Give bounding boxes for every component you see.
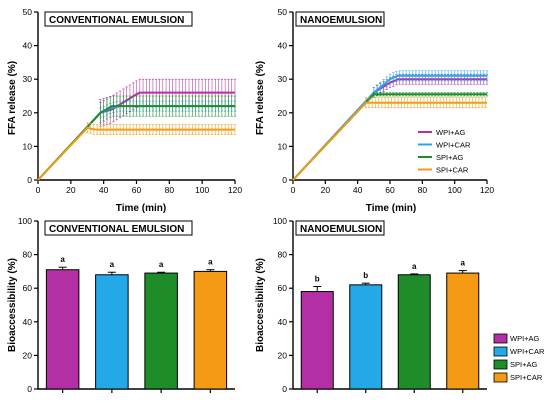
- x-tick-label: 100: [448, 185, 462, 195]
- y-tick-label: 10: [23, 141, 33, 151]
- x-tick-label: 20: [66, 185, 76, 195]
- conventional-bioaccessibility-chart: CONVENTIONAL EMULSION Bioaccessibility (…: [7, 216, 235, 394]
- x-tick-label: 120: [228, 185, 242, 195]
- conventional-ffa-chart: CONVENTIONAL EMULSION FFA release (%) Ti…: [7, 7, 242, 214]
- panel-title-box: [295, 11, 385, 27]
- series-line-spi-ag: [37, 105, 235, 181]
- significance-label: a: [159, 260, 164, 269]
- series-line-spi-car: [292, 101, 487, 181]
- y-tick-label: 20: [23, 108, 33, 118]
- x-tick-label: 120: [480, 185, 494, 195]
- bar-wpi-ag: [45, 269, 80, 390]
- significance-label: a: [412, 262, 417, 271]
- y-axis-title: Bioaccessibility (%): [7, 258, 18, 352]
- panel-title: CONVENTIONAL EMULSION: [49, 224, 184, 235]
- y-tick-label: 0: [27, 175, 32, 185]
- x-tick-label: 20: [321, 185, 331, 195]
- y-tick-label: 100: [18, 216, 32, 226]
- legend-label: SPI+CAR: [436, 166, 469, 175]
- y-tick-label: 60: [23, 283, 33, 293]
- x-tick-label: 60: [385, 185, 395, 195]
- y-tick-label: 50: [23, 7, 33, 17]
- y-tick-label: 80: [23, 250, 33, 260]
- x-tick-label: 0: [36, 185, 41, 195]
- series-line-spi-ag: [292, 93, 487, 181]
- y-tick-label: 40: [278, 317, 288, 327]
- legend-label: WPI+CAR: [436, 141, 471, 150]
- y-tick-label: 0: [282, 175, 287, 185]
- y-tick-label: 40: [23, 317, 33, 327]
- y-tick-label: 40: [23, 41, 33, 51]
- legend-label: WPI+AG: [510, 334, 540, 343]
- bar-wpi-car: [349, 284, 383, 390]
- series-line-wpi-ag: [37, 91, 235, 181]
- legend-swatch: [493, 372, 508, 383]
- x-axis-title: Time (min): [116, 203, 166, 214]
- panel-title: NANOEMULSION: [300, 224, 382, 235]
- line-legend: WPI+AG WPI+CAR SPI+AG SPI+CAR: [418, 128, 471, 175]
- legend-label: SPI+AG: [510, 360, 537, 369]
- y-axis-title: Bioaccessibility (%): [255, 258, 266, 352]
- panel-title: CONVENTIONAL EMULSION: [49, 15, 184, 26]
- y-tick-label: 20: [278, 350, 288, 360]
- legend-swatch: [493, 346, 508, 357]
- bar-legend: WPI+AG WPI+CAR SPI+AG SPI+CAR: [493, 333, 545, 383]
- y-tick-label: 100: [273, 216, 287, 226]
- significance-label: a: [208, 258, 213, 267]
- significance-label: a: [60, 255, 65, 264]
- x-tick-label: 80: [165, 185, 175, 195]
- y-tick-label: 80: [278, 250, 288, 260]
- legend-label: WPI+CAR: [510, 347, 545, 356]
- y-axis-title: FFA release (%): [7, 61, 18, 135]
- x-axis-title: Time (min): [366, 203, 416, 214]
- legend-swatch: [493, 333, 508, 344]
- y-tick-label: 20: [23, 350, 33, 360]
- bar-spi-car: [446, 272, 480, 390]
- bar-spi-ag: [397, 274, 431, 390]
- significance-label: a: [461, 259, 466, 268]
- nanoemulsion-bioaccessibility-chart: NANOEMULSION Bioaccessibility (%) 0 20 40 6…: [255, 216, 487, 394]
- series-line-spi-car: [37, 126, 235, 181]
- x-tick-label: 40: [353, 185, 363, 195]
- series-line-wpi-car: [292, 74, 487, 181]
- x-tick-label: 0: [291, 185, 296, 195]
- x-tick-label: 100: [195, 185, 209, 195]
- panel-title-box: [295, 220, 385, 236]
- legend-swatch: [493, 359, 508, 370]
- y-tick-label: 50: [278, 7, 288, 17]
- legend-label: SPI+AG: [436, 153, 463, 162]
- y-tick-label: 10: [278, 141, 288, 151]
- y-axis-title: FFA release (%): [255, 61, 266, 135]
- bar-wpi-ag: [300, 291, 334, 390]
- significance-label: b: [363, 271, 368, 280]
- bar-wpi-car: [95, 274, 129, 390]
- panel-title-box: [44, 220, 193, 236]
- bar-spi-ag: [144, 272, 178, 390]
- y-tick-label: 0: [27, 384, 32, 394]
- y-tick-label: 20: [278, 108, 288, 118]
- bar-spi-car: [193, 270, 228, 390]
- panel-title: NANOEMULSION: [300, 15, 382, 26]
- y-tick-label: 0: [282, 384, 287, 394]
- y-tick-label: 30: [23, 74, 33, 84]
- significance-label: a: [110, 260, 115, 269]
- x-tick-label: 60: [132, 185, 142, 195]
- x-tick-label: 40: [99, 185, 109, 195]
- y-tick-label: 40: [278, 41, 288, 51]
- legend-label: WPI+AG: [436, 128, 466, 137]
- x-tick-label: 80: [418, 185, 428, 195]
- panel-title-box: [44, 11, 193, 27]
- significance-label: b: [315, 275, 320, 284]
- y-tick-label: 60: [278, 283, 288, 293]
- legend-label: SPI+CAR: [510, 373, 543, 382]
- y-tick-label: 30: [278, 74, 288, 84]
- nanoemulsion-ffa-chart: NANOEMULSION FFA release (%) Time (min) …: [255, 7, 494, 214]
